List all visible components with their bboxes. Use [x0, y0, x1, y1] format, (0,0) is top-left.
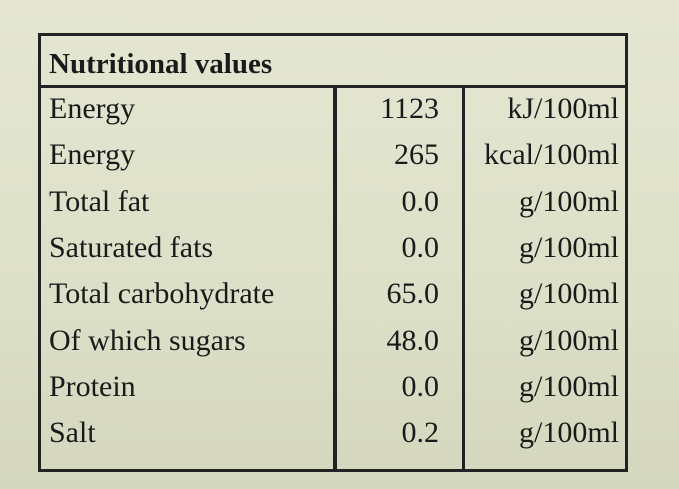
header-divider	[41, 85, 625, 88]
nutrient-name: Total fat	[49, 184, 150, 218]
nutrient-unit: g/100ml	[518, 323, 619, 357]
nutrient-name: Energy	[49, 138, 136, 172]
nutrient-name: Energy	[49, 92, 136, 125]
nutrient-unit: g/100ml	[518, 277, 619, 311]
table-row: Total fat 0.0 g/100ml	[41, 185, 625, 231]
nutrient-value: 0.0	[401, 369, 440, 403]
nutrient-value: 65.0	[386, 277, 440, 311]
table-row: Protein 0.0 g/100ml	[41, 370, 625, 416]
nutrient-value: 265	[394, 138, 439, 172]
column-divider	[462, 88, 465, 469]
nutrient-name: Salt	[49, 416, 96, 450]
nutrient-value: 0.0	[401, 230, 440, 264]
column-divider	[333, 88, 337, 469]
table-row: Salt 0.2 g/100ml	[41, 416, 625, 462]
nutrient-unit: g/100ml	[518, 230, 619, 264]
nutrient-value: 48.0	[386, 323, 440, 357]
table-row: Saturated fats 0.0 g/100ml	[41, 231, 625, 277]
table-row: Energy 265 kcal/100ml	[41, 138, 625, 184]
table-row: Energy 1123 kJ/100ml	[41, 92, 625, 138]
nutrient-value: 0.0	[401, 184, 440, 218]
table-title: Nutritional values	[49, 48, 273, 80]
nutrient-name: Of which sugars	[49, 323, 246, 357]
nutrient-unit: kcal/100ml	[484, 138, 619, 172]
table-row: Of which sugars 48.0 g/100ml	[41, 324, 625, 370]
nutrient-value: 0.2	[401, 416, 440, 450]
nutrient-value: 1123	[380, 92, 439, 125]
nutrient-unit: g/100ml	[518, 369, 619, 403]
nutrient-unit: kJ/100ml	[507, 92, 619, 125]
nutrient-unit: g/100ml	[518, 416, 619, 450]
nutrient-name: Total carbohydrate	[49, 277, 275, 311]
nutrition-table: Nutritional values Energy 1123 kJ/100ml Ene…	[38, 33, 628, 472]
table-row: Total carbohydrate 65.0 g/100ml	[41, 277, 625, 323]
nutrient-name: Saturated fats	[49, 230, 214, 264]
nutrient-name: Protein	[49, 369, 136, 403]
nutrient-unit: g/100ml	[518, 184, 619, 218]
